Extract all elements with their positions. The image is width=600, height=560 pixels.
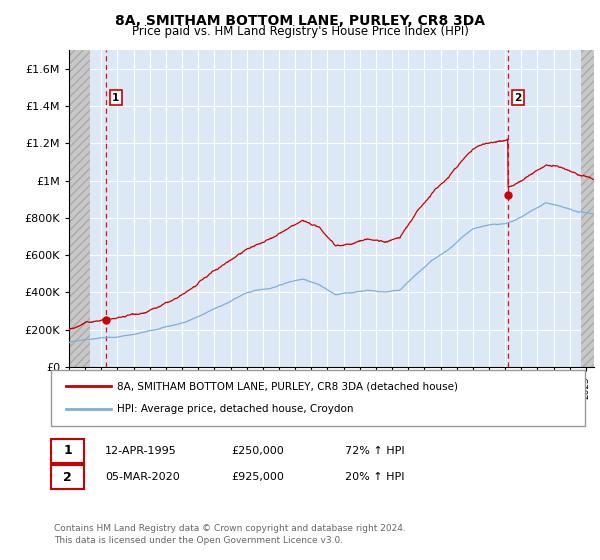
Text: Price paid vs. HM Land Registry's House Price Index (HPI): Price paid vs. HM Land Registry's House … [131,25,469,38]
Text: 12-APR-1995: 12-APR-1995 [105,446,177,456]
Text: 8A, SMITHAM BOTTOM LANE, PURLEY, CR8 3DA: 8A, SMITHAM BOTTOM LANE, PURLEY, CR8 3DA [115,14,485,28]
Text: 05-MAR-2020: 05-MAR-2020 [105,472,180,482]
Bar [581,50,600,367]
Text: 2: 2 [514,92,521,102]
Text: £250,000: £250,000 [231,446,284,456]
Text: HPI: Average price, detached house, Croydon: HPI: Average price, detached house, Croy… [117,404,353,414]
Text: £925,000: £925,000 [231,472,284,482]
Text: 8A, SMITHAM BOTTOM LANE, PURLEY, CR8 3DA (detached house): 8A, SMITHAM BOTTOM LANE, PURLEY, CR8 3DA… [117,381,458,391]
Text: 2: 2 [63,470,72,484]
Bar [69,50,90,367]
Text: 72% ↑ HPI: 72% ↑ HPI [345,446,404,456]
Text: 20% ↑ HPI: 20% ↑ HPI [345,472,404,482]
Text: 1: 1 [112,92,119,102]
Text: 1: 1 [63,444,72,458]
Text: Contains HM Land Registry data © Crown copyright and database right 2024.
This d: Contains HM Land Registry data © Crown c… [54,524,406,545]
